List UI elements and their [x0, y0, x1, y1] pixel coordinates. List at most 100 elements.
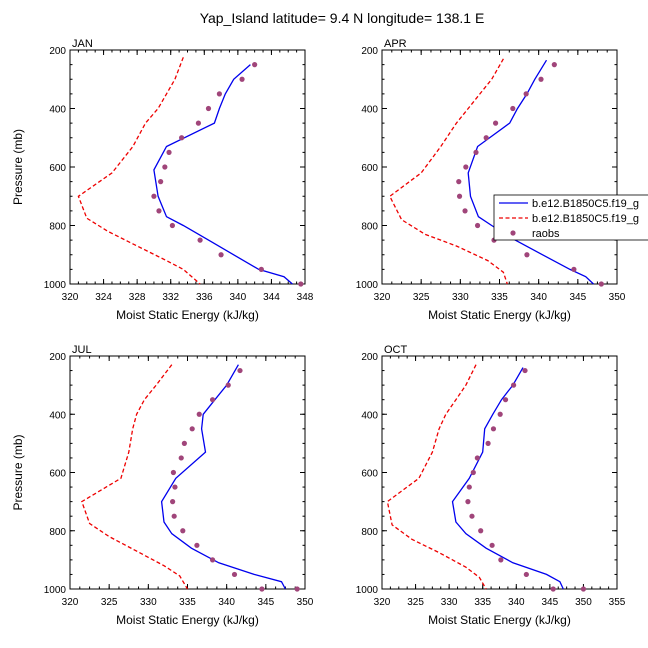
plot-frame — [69, 49, 306, 285]
y-tick-label: 400 — [361, 105, 378, 116]
raobs-point — [473, 149, 479, 155]
raobs-point — [470, 469, 476, 476]
series-raobs — [465, 367, 587, 592]
raobs-point — [490, 426, 497, 432]
x-tick-label: 348 — [297, 292, 314, 303]
raobs-point — [239, 76, 245, 82]
x-tick-label: 336 — [196, 292, 213, 303]
raobs-point — [171, 513, 177, 519]
y-tick-label: 1000 — [356, 280, 379, 291]
raobs-point — [294, 586, 300, 592]
x-axis-label: Moist Static Energy (kJ/kg) — [428, 308, 571, 322]
y-axis-label: Pressure (mb) — [11, 434, 25, 510]
series-raobs — [170, 367, 300, 592]
raobs-point — [194, 542, 200, 548]
model-line-solid — [451, 367, 564, 590]
legend-entry-label: b.e12.B1850C5.f19_g — [532, 198, 639, 210]
x-tick-label: 330 — [140, 597, 157, 608]
panel-jan: 320 324 328 332 336 340 344 348 200 400 600 800 1000… — [11, 38, 314, 322]
model-line-solid — [153, 64, 293, 285]
y-tick-label: 800 — [361, 222, 378, 233]
y-tick-label: 800 — [49, 527, 66, 538]
raobs-point — [523, 571, 529, 578]
raobs-point — [571, 266, 577, 272]
raobs-point — [510, 382, 517, 388]
series-raobs — [456, 62, 604, 287]
y-tick-label: 1000 — [44, 280, 67, 291]
raobs-point — [550, 586, 556, 592]
legend-swatch-marker — [510, 230, 516, 236]
raobs-point — [463, 164, 469, 170]
y-tick-label: 1000 — [44, 585, 67, 596]
x-tick-label: 332 — [162, 292, 179, 303]
raobs-point — [456, 179, 462, 185]
raobs-point — [502, 397, 509, 403]
raobs-point — [166, 149, 172, 155]
raobs-point — [497, 411, 503, 417]
raobs-point — [485, 440, 491, 446]
x-tick-label: 355 — [609, 597, 626, 608]
legend-entry-label: b.e12.B1850C5.f19_g — [532, 213, 639, 225]
raobs-point — [205, 105, 212, 112]
model-line-solid — [160, 364, 286, 590]
model-line-dashed — [386, 364, 487, 590]
raobs-point — [465, 499, 471, 505]
y-tick-label: 600 — [49, 163, 66, 174]
panel-label: JUL — [72, 344, 92, 356]
raobs-point — [178, 455, 184, 461]
raobs-point — [492, 120, 499, 126]
x-tick-label: 350 — [609, 292, 626, 303]
x-tick-label: 335 — [179, 597, 196, 608]
raobs-point — [580, 586, 587, 592]
model-line-solid — [467, 59, 594, 285]
raobs-point — [474, 222, 481, 229]
x-tick-label: 340 — [530, 292, 547, 303]
raobs-point — [483, 135, 489, 141]
raobs-point — [169, 222, 175, 229]
raobs-point — [474, 455, 480, 461]
model-line-dashed — [388, 58, 508, 285]
x-tick-label: 320 — [374, 292, 391, 303]
y-tick-label: 200 — [49, 46, 66, 57]
y-tick-label: 1000 — [356, 585, 379, 596]
raobs-point — [218, 252, 224, 258]
panel-oct: 320 325 330 335 340 345 350 355 200 400 600 800 1000… — [356, 344, 626, 627]
raobs-point — [209, 397, 216, 403]
raobs-point — [170, 499, 176, 505]
raobs-point — [180, 528, 186, 534]
x-tick-label: 344 — [263, 292, 280, 303]
raobs-point — [551, 62, 557, 68]
raobs-point — [498, 557, 504, 563]
series-raobs — [151, 62, 304, 287]
raobs-point — [237, 367, 243, 374]
raobs-point — [598, 281, 604, 287]
x-axis-label: Moist Static Energy (kJ/kg) — [428, 613, 571, 627]
x-tick-label: 330 — [441, 597, 458, 608]
raobs-point — [456, 193, 463, 199]
model-line-dashed — [77, 57, 201, 285]
panel-label: APR — [384, 38, 407, 50]
x-tick-label: 325 — [101, 597, 118, 608]
y-axis-label: Pressure (mb) — [11, 129, 25, 205]
raobs-point — [258, 266, 264, 272]
raobs-point — [216, 91, 222, 97]
x-tick-label: 325 — [413, 292, 430, 303]
raobs-point — [523, 91, 529, 97]
figure-title: Yap_Island latitude= 9.4 N longitude= 13… — [200, 10, 485, 26]
x-tick-label: 345 — [257, 597, 274, 608]
y-tick-label: 800 — [361, 527, 378, 538]
x-tick-label: 345 — [569, 292, 586, 303]
raobs-point — [252, 62, 258, 68]
raobs-point — [170, 469, 176, 476]
panels: 320 324 328 332 336 340 344 348 200 400 600 800 1000… — [11, 38, 626, 627]
y-tick-label: 200 — [49, 352, 66, 363]
panel-label: JAN — [72, 38, 93, 50]
x-tick-label: 350 — [575, 597, 592, 608]
x-tick-label: 330 — [452, 292, 469, 303]
raobs-point — [298, 281, 304, 287]
raobs-point — [156, 208, 162, 214]
raobs-point — [189, 426, 195, 432]
x-tick-label: 340 — [508, 597, 525, 608]
legend: b.e12.B1850C5.f19_g b.e12.B1850C5.f19_gra… — [493, 194, 648, 241]
raobs-point — [522, 367, 528, 374]
